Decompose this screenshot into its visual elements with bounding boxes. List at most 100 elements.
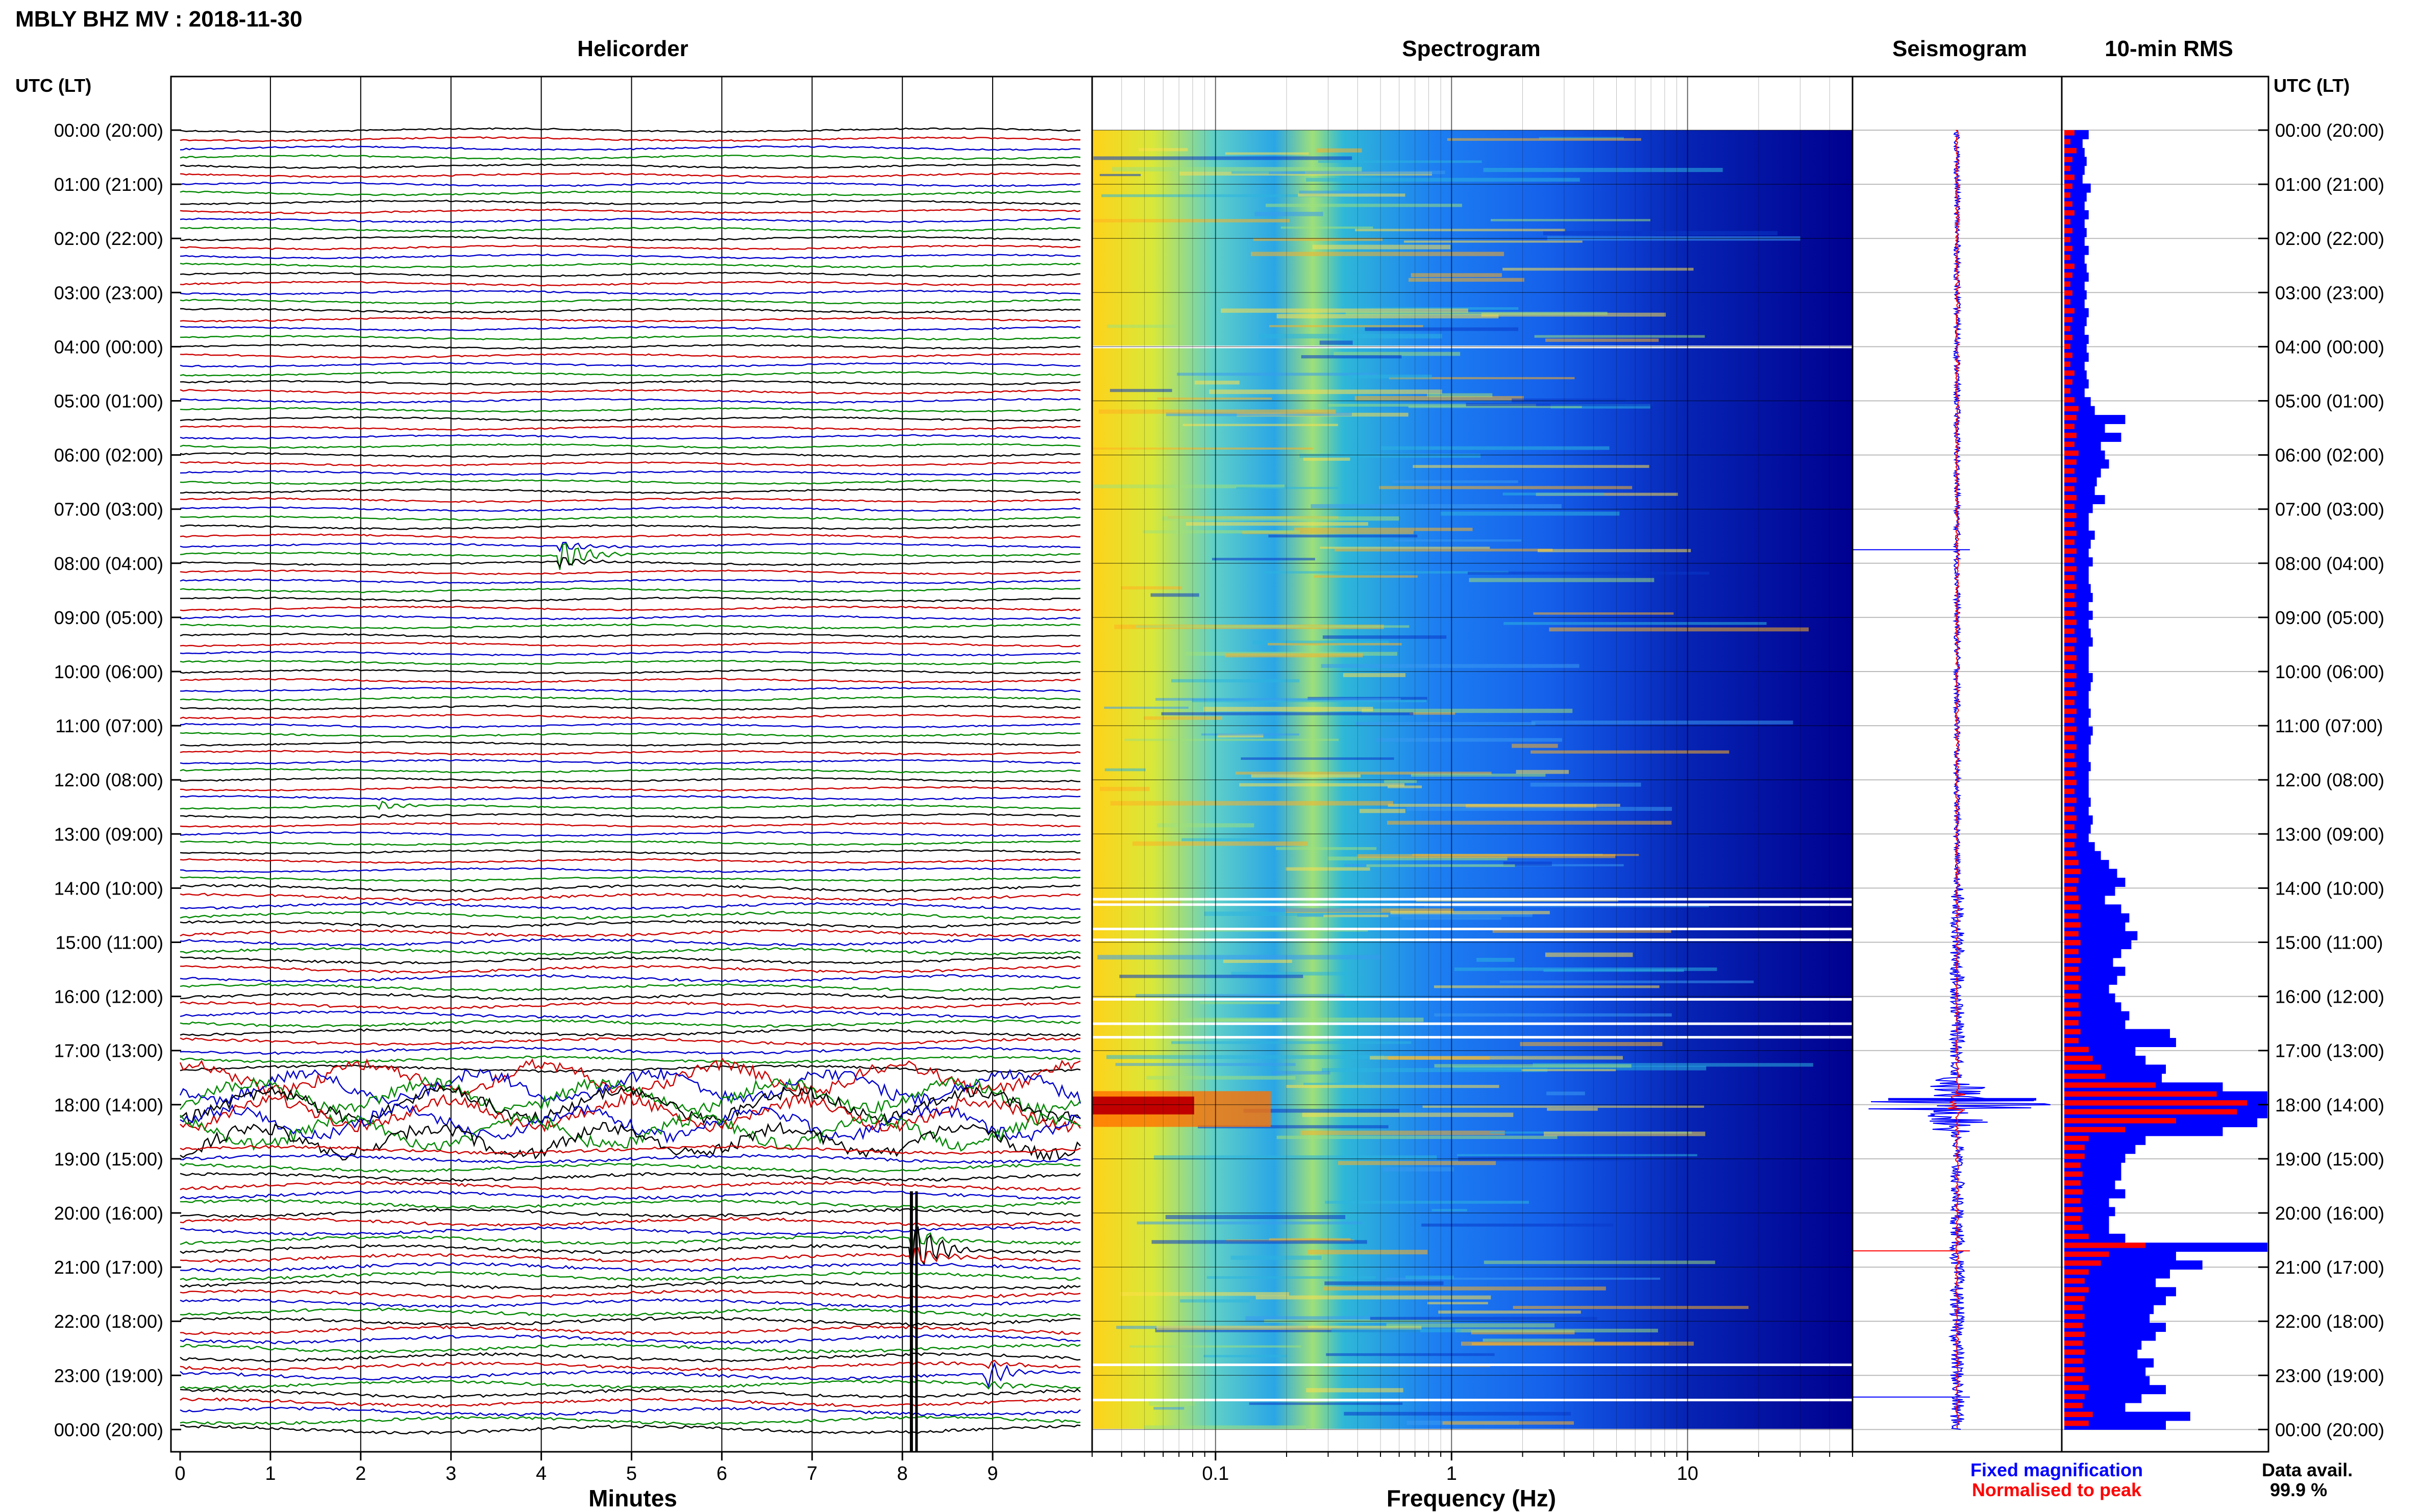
helicorder-trace bbox=[180, 911, 1081, 920]
spectrogram-streak bbox=[1297, 913, 1533, 917]
minute-tick-label: 5 bbox=[626, 1463, 637, 1484]
spectrogram-streak bbox=[1303, 1082, 1366, 1085]
helicorder-trace bbox=[180, 1019, 1081, 1028]
rms-normalised-bar bbox=[2064, 495, 2077, 501]
helicorder-trace bbox=[180, 849, 1081, 855]
rms-normalised-bar bbox=[2064, 842, 2075, 848]
helicorder-trace bbox=[180, 271, 1081, 278]
helicorder-trace bbox=[180, 163, 1081, 169]
rms-normalised-bar bbox=[2064, 1002, 2079, 1008]
time-tick-label-right: 00:00 (20:00) bbox=[2275, 120, 2384, 141]
time-tick-label-left: 07:00 (03:00) bbox=[54, 499, 163, 520]
helicorder-trace bbox=[180, 750, 1081, 756]
spectrogram-streak bbox=[1338, 1161, 1496, 1166]
helicorder-trace bbox=[180, 217, 1081, 224]
rms-normalised-bar bbox=[2064, 592, 2075, 599]
helicorder-trace bbox=[180, 542, 1081, 570]
spectrogram-streak bbox=[1107, 325, 1176, 328]
helicorder-trace bbox=[180, 190, 1081, 196]
spectrogram-streak bbox=[1203, 1355, 1287, 1357]
spectrogram-streak bbox=[1280, 226, 1373, 229]
rms-fixed-bar bbox=[2064, 878, 2126, 887]
spectrogram-streak bbox=[1162, 516, 1399, 521]
rms-normalised-bar bbox=[2064, 1269, 2089, 1275]
spectrogram-streak bbox=[1503, 622, 1767, 625]
helicorder-trace bbox=[180, 893, 1081, 902]
spectrogram-streak bbox=[1503, 861, 1552, 866]
spectrogram-streak bbox=[1104, 768, 1146, 772]
spectrogram-streak bbox=[1112, 167, 1362, 171]
helicorder-trace bbox=[180, 326, 1081, 332]
rms-normalised-bar bbox=[2064, 245, 2072, 252]
helicorder-trace bbox=[180, 343, 1081, 350]
helicorder-trace bbox=[180, 416, 1081, 422]
helicorder-trace bbox=[180, 524, 1081, 530]
spectrogram-gap bbox=[1092, 1399, 1853, 1402]
helicorder-trace bbox=[180, 713, 1081, 720]
helicorder-trace bbox=[180, 470, 1081, 476]
rms-normalised-bar bbox=[2064, 1145, 2085, 1150]
time-tick-label-right: 11:00 (07:00) bbox=[2275, 715, 2383, 736]
rms-normalised-bar bbox=[2064, 1411, 2093, 1417]
rms-normalised-bar bbox=[2064, 575, 2075, 581]
helicorder-trace bbox=[180, 1064, 1081, 1073]
rms-normalised-bar bbox=[2064, 432, 2077, 438]
spectrogram-streak bbox=[1370, 1317, 1597, 1320]
spectrogram-streak bbox=[1204, 911, 1381, 916]
spectrogram-streak bbox=[1269, 1238, 1351, 1241]
rms-normalised-bar bbox=[2064, 664, 2075, 670]
rms-normalised-bar bbox=[2064, 210, 2075, 216]
spectrogram-streak bbox=[1312, 244, 1451, 250]
helicorder-trace bbox=[180, 920, 1081, 929]
rms-normalised-bar bbox=[2064, 557, 2075, 563]
time-tick-label-left: 12:00 (08:00) bbox=[54, 770, 163, 790]
spectrogram-streak bbox=[1263, 571, 1509, 574]
rms-normalised-bar bbox=[2064, 869, 2081, 875]
spectrogram-streak bbox=[1143, 530, 1300, 534]
spectrogram-streak bbox=[1327, 856, 1508, 861]
spectrogram-streak bbox=[1146, 1076, 1296, 1080]
rms-normalised-bar bbox=[2064, 673, 2077, 679]
spectrogram-streak bbox=[1467, 572, 1710, 575]
rms-normalised-bar bbox=[2064, 940, 2081, 946]
spectrogram-streak bbox=[1466, 403, 1653, 407]
rms-normalised-bar bbox=[2064, 966, 2079, 972]
spectrogram-streak bbox=[1230, 1255, 1322, 1260]
spectrogram-streak bbox=[1286, 867, 1370, 871]
helicorder-trace bbox=[180, 1424, 1081, 1435]
spectrogram-streak bbox=[1137, 1221, 1363, 1225]
spectrogram-streak bbox=[1422, 1105, 1705, 1108]
spectrogram-streak bbox=[1427, 393, 1493, 398]
spectrogram-streak bbox=[1325, 1201, 1529, 1204]
spectrogram-streak bbox=[1311, 504, 1562, 509]
rms-normalised-bar bbox=[2064, 1091, 2217, 1097]
spectrogram-xlabel: Frequency (Hz) bbox=[1387, 1485, 1556, 1511]
minute-tick-label: 7 bbox=[807, 1463, 818, 1484]
helicorder-trace bbox=[180, 1103, 1081, 1144]
spectrogram-streak bbox=[1434, 1013, 1672, 1017]
rms-normalised-bar bbox=[2064, 610, 2075, 616]
spectrogram-streak bbox=[1151, 1240, 1367, 1244]
helicorder-trace bbox=[180, 1359, 1081, 1372]
spectrogram-streak bbox=[1097, 955, 1381, 960]
frequency-tick-label: 0.1 bbox=[1202, 1463, 1229, 1484]
spectrogram-streak bbox=[1236, 487, 1339, 489]
helicorder-trace bbox=[179, 1057, 1081, 1099]
rms-fixed-bar bbox=[2064, 1037, 2176, 1047]
helicorder-trace bbox=[180, 1093, 1081, 1133]
helicorder-trace bbox=[180, 1217, 1081, 1227]
helicorder-trace bbox=[180, 867, 1081, 873]
helicorder-trace bbox=[180, 759, 1081, 765]
helicorder-xlabel: Minutes bbox=[588, 1485, 677, 1511]
rms-normalised-bar bbox=[2064, 424, 2075, 430]
spectrogram-streak bbox=[1225, 152, 1309, 155]
time-tick-label-left: 10:00 (06:00) bbox=[54, 661, 163, 682]
helicorder-trace bbox=[180, 687, 1081, 692]
helicorder-trace bbox=[180, 227, 1081, 233]
spectrogram-streak bbox=[1124, 738, 1339, 741]
spectrogram-streak bbox=[1476, 958, 1515, 962]
time-tick-label-right: 23:00 (19:00) bbox=[2275, 1365, 2384, 1386]
spectrogram-streak bbox=[1365, 327, 1519, 331]
rms-normalised-bar bbox=[2064, 1331, 2085, 1337]
